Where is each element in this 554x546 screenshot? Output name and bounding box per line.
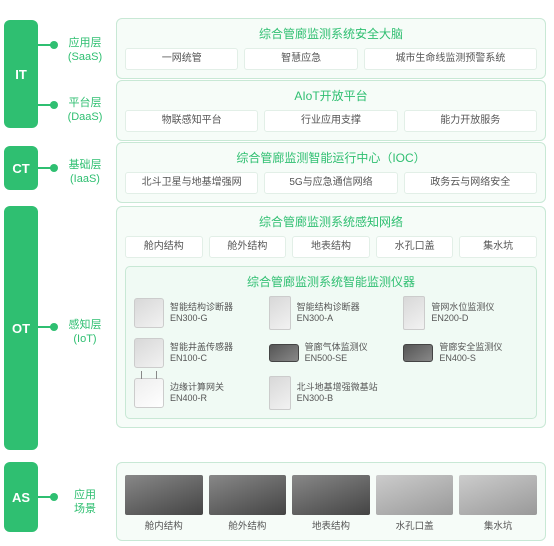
sublabel-saas: 应用层 (SaaS) xyxy=(60,36,110,64)
chip: 集水坑 xyxy=(459,236,537,258)
sublabel-line1: 感知层 xyxy=(60,318,110,332)
device-text: 管廊安全监测仪EN400-S xyxy=(439,342,502,364)
device-grid: 智能结构诊断器EN300-G 智能结构诊断器EN300-A 管网水位监测仪EN200… xyxy=(134,296,528,410)
panel-iaas: 综合管廊监测智能运行中心（IOC） 北斗卫星与地基增强网 5G与应急通信网络 政… xyxy=(116,142,546,203)
panel-saas: 综合管廊监测系统安全大脑 一网统管 智慧应急 城市生命线监测预警系统 xyxy=(116,18,546,79)
device-item: 北斗地基增强微基站EN300-B xyxy=(269,376,394,410)
device-icon xyxy=(134,338,164,368)
chip: 能力开放服务 xyxy=(404,110,537,132)
sublabel-line2: (DaaS) xyxy=(60,110,110,124)
chip-row: 物联感知平台 行业应用支撑 能力开放服务 xyxy=(125,110,537,132)
badge-ct: CT xyxy=(4,146,38,190)
panel-title: AIoT开放平台 xyxy=(125,87,537,104)
scene-label: 集水坑 xyxy=(459,518,537,532)
connector xyxy=(38,326,54,328)
panel-iot: 综合管廊监测系统感知网络 舱内结构 舱外结构 地表结构 水孔口盖 集水坑 综合管… xyxy=(116,206,546,428)
sublabel-iot: 感知层 (IoT) xyxy=(60,318,110,346)
device-item: 智能结构诊断器EN300-A xyxy=(269,296,394,330)
chip: 水孔口盖 xyxy=(376,236,454,258)
device-item: 智能结构诊断器EN300-G xyxy=(134,296,259,330)
scene-thumbnail xyxy=(459,475,537,515)
scene-item: 水孔口盖 xyxy=(376,475,454,532)
connector xyxy=(38,104,54,106)
chip: 地表结构 xyxy=(292,236,370,258)
scene-label: 水孔口盖 xyxy=(376,518,454,532)
chip: 5G与应急通信网络 xyxy=(264,172,397,194)
device-icon xyxy=(134,298,164,328)
device-icon xyxy=(403,296,425,330)
scene-item: 舱内结构 xyxy=(125,475,203,532)
badge-ot: OT xyxy=(4,206,38,450)
device-icon xyxy=(269,376,291,410)
device-item: 智能井盖传感器EN100-C xyxy=(134,338,259,368)
device-text: 北斗地基增强微基站EN300-B xyxy=(297,382,378,404)
connector xyxy=(38,44,54,46)
device-item: 管网水位监测仪EN200-D xyxy=(403,296,528,330)
sublabel-line2: 场景 xyxy=(60,502,110,516)
panel-title: 综合管廊监测系统智能监测仪器 xyxy=(134,273,528,290)
badge-as: AS xyxy=(4,462,38,532)
chip-row: 舱内结构 舱外结构 地表结构 水孔口盖 集水坑 xyxy=(125,236,537,258)
sublabel-as: 应用 场景 xyxy=(60,488,110,516)
sublabel-line2: (IoT) xyxy=(60,332,110,346)
chip: 智慧应急 xyxy=(244,48,357,70)
chip: 城市生命线监测预警系统 xyxy=(364,48,537,70)
chip-row: 北斗卫星与地基增强网 5G与应急通信网络 政务云与网络安全 xyxy=(125,172,537,194)
scene-item: 集水坑 xyxy=(459,475,537,532)
chip-row: 一网统管 智慧应急 城市生命线监测预警系统 xyxy=(125,48,537,70)
panel-title: 综合管廊监测系统安全大脑 xyxy=(125,25,537,42)
scene-label: 舱内结构 xyxy=(125,518,203,532)
device-text: 智能结构诊断器EN300-G xyxy=(170,302,233,324)
chip: 一网统管 xyxy=(125,48,238,70)
sublabel-line1: 平台层 xyxy=(60,96,110,110)
scene-thumbnail xyxy=(125,475,203,515)
scene-label: 地表结构 xyxy=(292,518,370,532)
device-text: 智能井盖传感器EN100-C xyxy=(170,342,233,364)
inner-panel-devices: 综合管廊监测系统智能监测仪器 智能结构诊断器EN300-G智能结构诊断器EN30… xyxy=(125,266,537,419)
panel-title: 综合管廊监测智能运行中心（IOC） xyxy=(125,149,537,166)
chip: 舱内结构 xyxy=(125,236,203,258)
chip: 北斗卫星与地基增强网 xyxy=(125,172,258,194)
device-text: 边缘计算网关EN400-R xyxy=(170,382,224,404)
device-text: 智能结构诊断器EN300-A xyxy=(297,302,360,324)
connector xyxy=(38,496,54,498)
scene-row: 舱内结构舱外结构地表结构水孔口盖集水坑 xyxy=(125,475,537,532)
chip: 物联感知平台 xyxy=(125,110,258,132)
panel-scenes: 舱内结构舱外结构地表结构水孔口盖集水坑 xyxy=(116,462,546,541)
sublabel-line1: 应用层 xyxy=(60,36,110,50)
panel-title: 综合管廊监测系统感知网络 xyxy=(125,213,537,230)
device-text: 管网水位监测仪EN200-D xyxy=(431,302,494,324)
device-text: 管廊气体监测仪EN500-SE xyxy=(305,342,368,364)
device-icon xyxy=(269,344,299,362)
device-icon xyxy=(134,378,164,408)
sublabel-daas: 平台层 (DaaS) xyxy=(60,96,110,124)
panel-daas: AIoT开放平台 物联感知平台 行业应用支撑 能力开放服务 xyxy=(116,80,546,141)
sublabel-iaas: 基础层 (IaaS) xyxy=(60,158,110,186)
scene-thumbnail xyxy=(209,475,287,515)
sublabel-line2: (IaaS) xyxy=(60,172,110,186)
scene-item: 地表结构 xyxy=(292,475,370,532)
chip: 行业应用支撑 xyxy=(264,110,397,132)
scene-label: 舱外结构 xyxy=(209,518,287,532)
sublabel-line1: 应用 xyxy=(60,488,110,502)
device-item: 边缘计算网关EN400-R xyxy=(134,376,259,410)
scene-thumbnail xyxy=(292,475,370,515)
sublabel-line1: 基础层 xyxy=(60,158,110,172)
badge-it: IT xyxy=(4,20,38,128)
scene-thumbnail xyxy=(376,475,454,515)
device-icon xyxy=(269,296,291,330)
connector xyxy=(38,167,54,169)
chip: 舱外结构 xyxy=(209,236,287,258)
sublabel-line2: (SaaS) xyxy=(60,50,110,64)
chip: 政务云与网络安全 xyxy=(404,172,537,194)
device-item: 管廊气体监测仪EN500-SE xyxy=(269,338,394,368)
device-item: 管廊安全监测仪EN400-S xyxy=(403,338,528,368)
scene-item: 舱外结构 xyxy=(209,475,287,532)
device-icon xyxy=(403,344,433,362)
